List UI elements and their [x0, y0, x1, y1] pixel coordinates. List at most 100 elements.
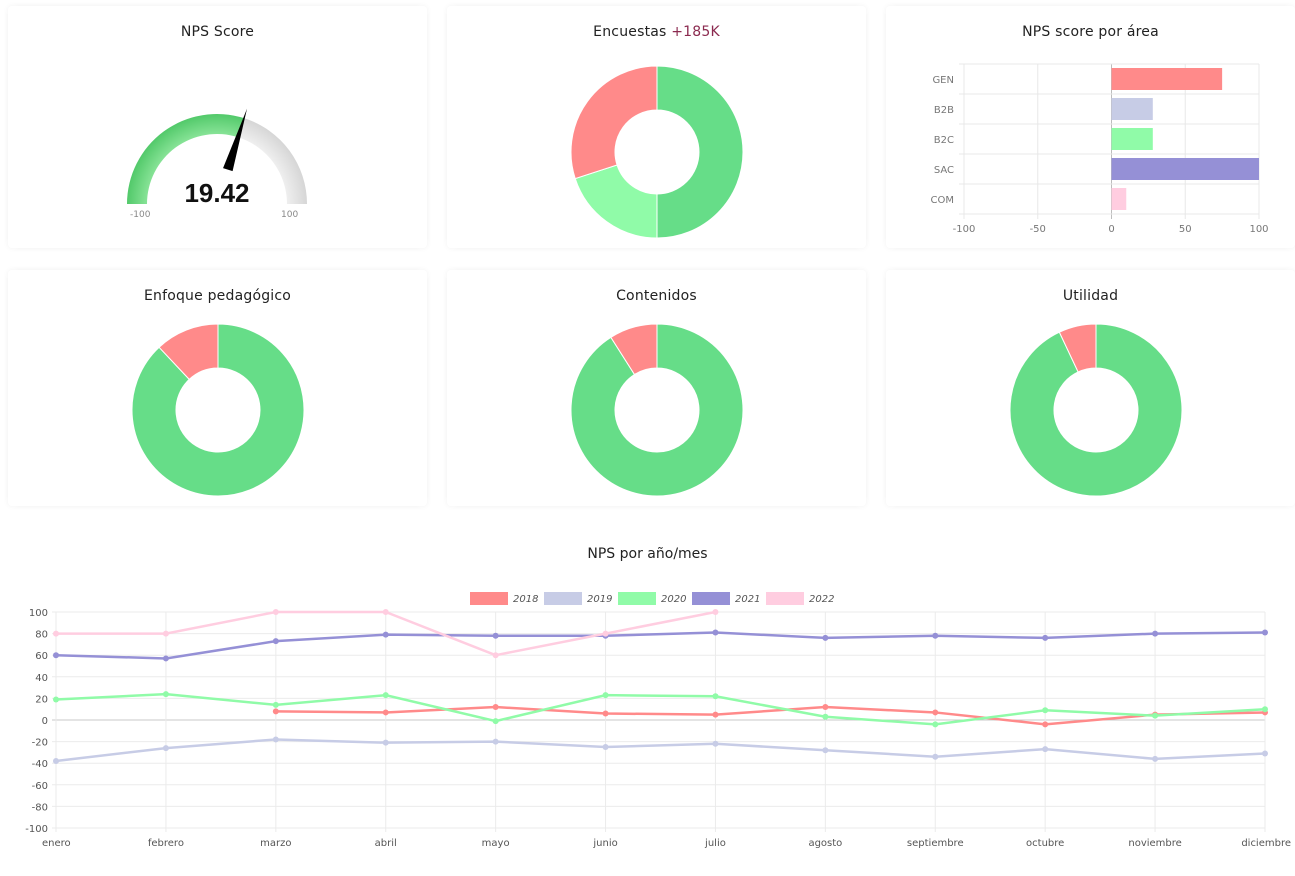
series-line-2018	[275, 705, 1266, 726]
series-point-2022	[492, 652, 499, 659]
area-bar-chart: -100 -50 0 50 100 GEN B2B B2C SAC COM	[931, 63, 1269, 235]
nps-score-card: NPS Score 19.42 -100 100	[8, 6, 427, 248]
series-point-2018	[822, 704, 829, 711]
series-point-2022	[382, 609, 389, 615]
series-point-2020	[53, 696, 59, 703]
series-point-2021	[1262, 629, 1268, 636]
encuestas-card: Encuestas +185K	[447, 6, 866, 248]
utilidad-title: Utilidad	[1062, 288, 1119, 304]
legend-swatch-2019	[544, 592, 582, 605]
y-tick-label: 40	[35, 673, 48, 684]
legend-swatch-2018	[470, 592, 508, 605]
series-line-2019	[55, 738, 1266, 763]
x-tick-label: 50	[1179, 224, 1192, 235]
series-point-2018	[492, 704, 499, 711]
x-tick-label: mayo	[482, 838, 510, 849]
y-tick-label: COM	[931, 195, 954, 206]
series-point-2021	[162, 655, 169, 662]
y-tick-label: GEN	[932, 75, 954, 86]
y-tick-label: 80	[35, 630, 48, 641]
nps-score-value: 19.42	[184, 178, 250, 208]
series-point-2020	[822, 713, 829, 720]
series-point-2021	[492, 632, 499, 639]
legend-label-2018: 2018	[513, 594, 538, 605]
encuestas-doughnut-chart	[570, 65, 744, 239]
encuestas-title-label: Encuestas	[593, 24, 667, 40]
series-point-2021	[712, 629, 719, 636]
utilidad-slice	[1058, 323, 1097, 373]
legend-swatch-2020	[618, 592, 656, 605]
series-point-2021	[1042, 634, 1049, 641]
bar-b2b	[1111, 98, 1153, 120]
legend-label-2021: 2021	[735, 594, 760, 605]
bar-sac	[1111, 158, 1259, 180]
bar-gen	[1111, 68, 1223, 90]
series-point-2020	[1152, 712, 1159, 719]
legend-swatch-2022	[766, 592, 804, 605]
x-tick-label: enero	[42, 838, 71, 849]
bar-b2c	[1111, 128, 1153, 150]
series-point-2022	[712, 609, 719, 615]
x-tick-label: marzo	[260, 838, 291, 849]
series-point-2020	[492, 718, 499, 725]
series-point-2019	[1042, 746, 1049, 753]
x-tick-label: febrero	[148, 838, 184, 849]
encuestas-title: Encuestas +185K	[447, 24, 866, 40]
utilidad-slice	[1009, 323, 1183, 497]
series-point-2019	[822, 747, 829, 754]
series-point-2020	[272, 701, 279, 708]
y-tick-label: -60	[32, 781, 48, 792]
series-point-2020	[1042, 707, 1049, 714]
series-point-2022	[162, 630, 169, 637]
utilidad-doughnut-chart	[1009, 323, 1183, 497]
line-chart-title: NPS por año/mes	[587, 546, 708, 562]
y-tick-label: -20	[32, 738, 48, 749]
series-point-2018	[382, 709, 389, 716]
enfoque-title: Enfoque pedagógico	[143, 288, 292, 304]
y-tick-label: -100	[25, 824, 48, 835]
y-tick-label: -80	[32, 802, 48, 813]
series-point-2019	[492, 738, 499, 745]
gauge-value-arc	[127, 113, 245, 204]
legend-label-2019: 2019	[587, 594, 612, 605]
series-point-2019	[162, 745, 169, 752]
x-tick-label: octubre	[1026, 838, 1064, 849]
series-point-2021	[1152, 630, 1159, 637]
enfoque-slice	[158, 323, 219, 381]
area-title: NPS score por área	[1022, 24, 1159, 40]
utilidad-card: Utilidad	[886, 270, 1295, 506]
gauge-remaining-arc	[238, 118, 307, 204]
y-tick-label: B2C	[934, 135, 954, 146]
series-point-2019	[1262, 750, 1268, 757]
legend-swatch-2021	[692, 592, 730, 605]
x-tick-label: junio	[592, 838, 617, 849]
series-point-2019	[53, 758, 59, 765]
gauge-needle	[223, 108, 248, 172]
contenidos-title: Contenidos	[616, 288, 697, 304]
series-point-2020	[602, 692, 609, 699]
enfoque-doughnut-chart	[131, 323, 305, 497]
x-tick-label: septiembre	[907, 838, 964, 849]
series-point-2019	[602, 744, 609, 750]
enfoque-slice	[131, 323, 305, 497]
encuestas-slice	[574, 164, 658, 239]
series-point-2022	[53, 630, 59, 637]
series-point-2018	[712, 711, 719, 718]
nps-score-title: NPS Score	[180, 24, 255, 40]
series-line-2021	[55, 631, 1266, 660]
y-tick-label: SAC	[934, 165, 954, 176]
encuestas-count: +185K	[671, 24, 720, 40]
y-tick-label: 100	[29, 608, 48, 619]
series-point-2020	[382, 692, 389, 699]
series-point-2019	[712, 740, 719, 747]
encuestas-slice	[656, 65, 744, 239]
series-point-2018	[272, 708, 279, 715]
series-point-2020	[162, 691, 169, 698]
series-point-2020	[1262, 706, 1268, 713]
series-point-2018	[932, 709, 939, 716]
nps-line-chart: 2018 2019 2020 2021 2022 100 80 60 40 20 0 -20 -40 -6…	[25, 592, 1291, 849]
series-point-2019	[932, 753, 939, 760]
contenidos-card: Contenidos	[447, 270, 866, 506]
bar-com	[1111, 188, 1127, 210]
y-tick-label: B2B	[934, 105, 954, 116]
